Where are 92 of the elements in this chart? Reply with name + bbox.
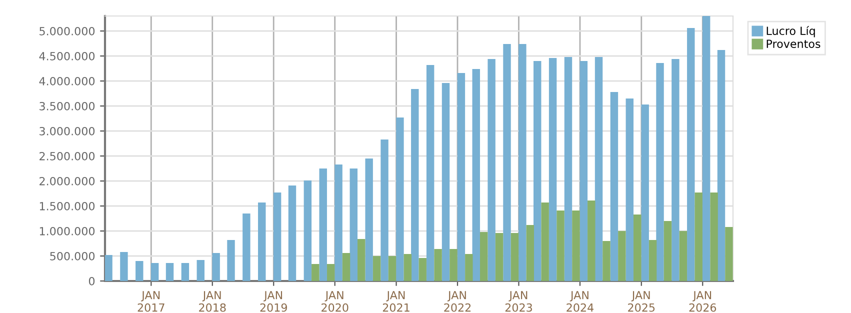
bar bbox=[641, 104, 649, 281]
y-tick-label: 500.000 bbox=[50, 252, 95, 260]
bar bbox=[518, 44, 526, 281]
x-tick-label: JAN 2019 bbox=[260, 291, 287, 312]
bar bbox=[534, 61, 542, 281]
bar bbox=[273, 192, 282, 281]
bar bbox=[312, 264, 320, 281]
y-tick-label: 4.000.000 bbox=[39, 76, 95, 86]
bar bbox=[510, 233, 519, 281]
bar bbox=[626, 98, 634, 281]
bar bbox=[648, 240, 657, 281]
bar bbox=[602, 241, 610, 281]
y-tick-label: 5.000.000 bbox=[40, 26, 95, 36]
bar bbox=[242, 214, 250, 281]
bar bbox=[227, 240, 235, 281]
bar bbox=[334, 164, 342, 281]
bar bbox=[588, 200, 596, 281]
y-tick-label: 3.500.000 bbox=[40, 102, 95, 110]
bar bbox=[350, 168, 358, 281]
y-tick-label: 3.000.000 bbox=[40, 126, 95, 136]
bar bbox=[388, 256, 396, 281]
bar bbox=[610, 92, 618, 281]
bar bbox=[656, 63, 664, 281]
bar bbox=[687, 28, 695, 281]
bar bbox=[380, 140, 388, 281]
x-tick-label: JAN 2022 bbox=[444, 291, 471, 312]
bar bbox=[672, 59, 680, 281]
bar bbox=[150, 263, 159, 281]
bar bbox=[710, 192, 718, 281]
bar bbox=[488, 59, 496, 281]
bar bbox=[541, 202, 549, 281]
bar bbox=[618, 231, 626, 281]
bar bbox=[418, 258, 426, 281]
bar bbox=[679, 231, 688, 281]
bar bbox=[503, 44, 511, 281]
y-tick-label: 2.000.000 bbox=[40, 176, 95, 186]
bar bbox=[564, 57, 572, 281]
bar bbox=[465, 254, 473, 281]
bar bbox=[304, 180, 312, 281]
x-tick-label: JAN 2023 bbox=[505, 291, 532, 312]
bar bbox=[434, 249, 442, 281]
legend-label: Lucro Líq bbox=[766, 26, 815, 38]
bar bbox=[450, 249, 458, 281]
bar bbox=[196, 260, 204, 281]
bar bbox=[548, 58, 557, 281]
bar bbox=[258, 202, 266, 281]
x-tick-label: JAN 2025 bbox=[628, 291, 655, 312]
bar bbox=[572, 210, 580, 281]
bar bbox=[526, 225, 534, 281]
bar bbox=[556, 210, 564, 281]
legend-label: Proventos bbox=[766, 40, 820, 48]
bar bbox=[594, 57, 603, 281]
bar bbox=[472, 69, 480, 281]
bar bbox=[580, 61, 588, 281]
y-tick-label: 4.500.000 bbox=[39, 52, 95, 60]
y-tick-label: 0 bbox=[88, 276, 95, 286]
bar bbox=[288, 186, 296, 281]
bar bbox=[694, 192, 702, 281]
bar bbox=[166, 263, 174, 281]
bar bbox=[717, 50, 726, 281]
bar bbox=[426, 65, 434, 281]
x-tick-label: JAN 2017 bbox=[138, 291, 164, 312]
bar bbox=[480, 232, 488, 281]
bar bbox=[664, 221, 672, 281]
bar bbox=[326, 264, 335, 281]
x-tick-label: JAN 2020 bbox=[322, 291, 348, 312]
bar bbox=[495, 233, 504, 281]
x-tick-label: JAN 2021 bbox=[382, 291, 410, 312]
bar bbox=[212, 253, 220, 281]
bar bbox=[457, 73, 466, 281]
bar bbox=[342, 253, 350, 281]
bar bbox=[396, 118, 404, 281]
bar bbox=[634, 214, 642, 281]
bar bbox=[372, 256, 381, 281]
x-tick-label: JAN 2024 bbox=[566, 291, 594, 312]
bar bbox=[442, 83, 450, 281]
bar bbox=[365, 158, 373, 281]
bar bbox=[411, 89, 419, 281]
bar bbox=[319, 168, 327, 281]
bar bbox=[181, 263, 190, 281]
bar bbox=[358, 239, 366, 281]
y-tick-label: 2.500.000 bbox=[40, 152, 95, 160]
bar bbox=[120, 252, 128, 281]
bar bbox=[725, 227, 733, 281]
bar bbox=[702, 16, 710, 281]
bar bbox=[105, 255, 112, 281]
x-tick-label: JAN 2018 bbox=[199, 291, 226, 312]
bar bbox=[404, 254, 412, 281]
y-tick-label: 1.000.000 bbox=[40, 226, 95, 236]
bar bbox=[136, 261, 144, 281]
y-tick-label: 1.500.000 bbox=[40, 202, 95, 210]
x-tick-label: JAN 2026 bbox=[689, 291, 716, 312]
